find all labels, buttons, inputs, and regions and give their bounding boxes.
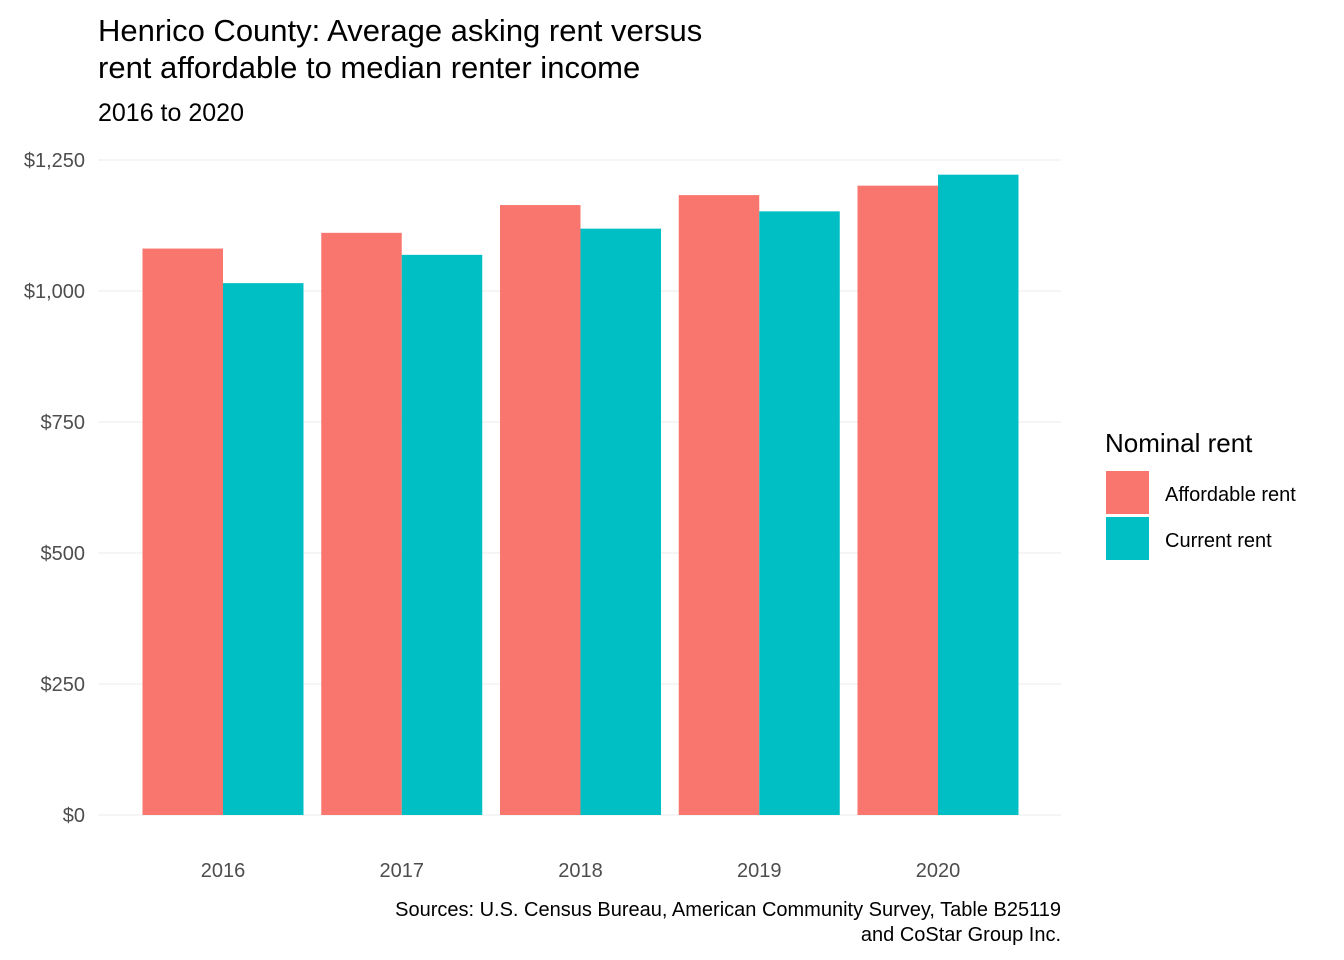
bar-current-rent-2018 [580,228,661,816]
bar-current-rent-2016 [223,283,304,815]
caption-line-2: and CoStar Group Inc. [861,924,1061,946]
y-tick-label: $250 [41,674,86,696]
bar-affordable-rent-2016 [142,248,223,815]
x-tick-label: 2018 [558,860,603,882]
x-tick-label: 2016 [201,860,246,882]
x-axis-ticks: 2016 2017 2018 2019 2020 [201,860,961,882]
x-tick-label: 2019 [737,860,782,882]
y-tick-label: $500 [41,543,86,565]
y-tick-label: $1,000 [24,281,85,303]
bars [142,174,1019,816]
bar-affordable-rent-2020 [857,185,938,815]
caption-line-1: Sources: U.S. Census Bureau, American Co… [395,899,1061,921]
legend-label-current-rent: Current rent [1165,530,1272,552]
bar-current-rent-2020 [938,174,1019,815]
chart-title-line-2: rent affordable to median renter income [98,50,640,85]
bar-affordable-rent-2018 [500,205,581,816]
legend: Nominal rent Affordable rent Current ren… [1105,428,1296,560]
y-tick-label: $750 [41,412,86,434]
bar-affordable-rent-2019 [678,195,760,815]
bar-affordable-rent-2017 [321,232,402,815]
x-tick-label: 2020 [916,860,961,882]
y-tick-label: $1,250 [24,150,85,172]
x-tick-label: 2017 [380,860,425,882]
bar-current-rent-2017 [401,254,483,815]
legend-swatch-affordable-rent [1106,471,1149,514]
chart-title-line-1: Henrico County: Average asking rent vers… [98,13,702,48]
chart-subtitle: 2016 to 2020 [98,99,244,127]
legend-title: Nominal rent [1105,428,1253,458]
legend-label-affordable-rent: Affordable rent [1165,484,1296,506]
y-axis-ticks: $0 $250 $500 $750 $1,000 $1,250 [24,150,85,827]
bar-current-rent-2019 [759,211,840,816]
legend-swatch-current-rent [1106,517,1149,560]
y-tick-label: $0 [63,805,85,827]
